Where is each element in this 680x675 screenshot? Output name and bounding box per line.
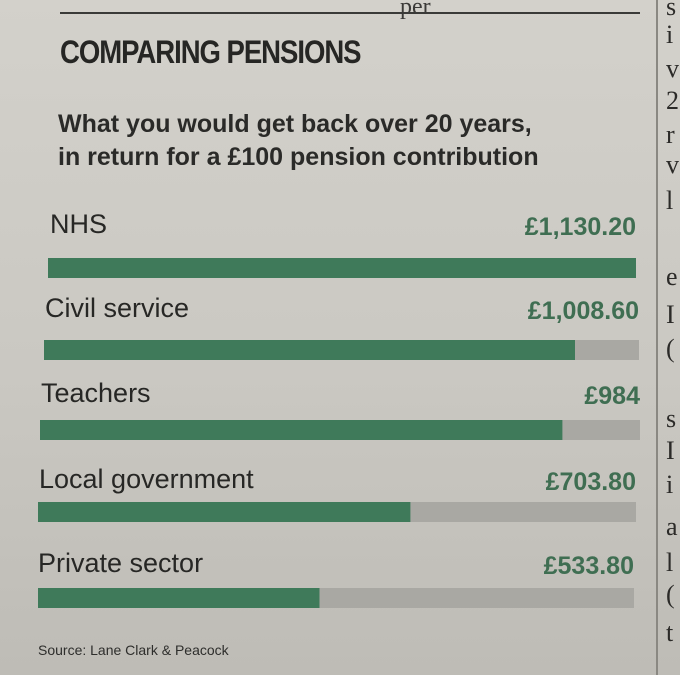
value-label: £984	[584, 382, 640, 410]
adjacent-column-letter: l	[666, 548, 674, 577]
adjacent-column-letter: v	[666, 54, 679, 83]
chart-title: COMPARING PENSIONS	[60, 34, 362, 70]
category-label: Teachers	[41, 378, 151, 408]
category-label: Private sector	[38, 548, 203, 578]
column-rule	[656, 0, 658, 675]
adjacent-column-letter: i	[666, 20, 674, 49]
bar	[40, 420, 563, 440]
adjacent-column-letter: 2	[666, 86, 679, 115]
adjacent-column-letter: l	[666, 186, 674, 215]
bar-chart: NHS £1,130.20 Civil service £1,008.60 Teache…	[38, 209, 640, 608]
adjacent-column-letter: (	[666, 334, 675, 363]
top-rule	[60, 12, 640, 14]
adjacent-column-letter: r	[666, 120, 675, 149]
adjacent-column-letter: e	[666, 262, 678, 291]
adjacent-column-letter: v	[666, 150, 679, 179]
value-label: £703.80	[546, 468, 636, 496]
category-label: Civil service	[45, 293, 189, 323]
chart-source: Source: Lane Clark & Peacock	[38, 642, 229, 658]
adjacent-column-letter: I	[666, 436, 675, 465]
bleed-through-text: per	[400, 0, 431, 20]
value-label: £1,008.60	[528, 297, 639, 325]
category-label: NHS	[50, 209, 107, 239]
adjacent-column-letter: t	[666, 618, 674, 647]
chart-subtitle: What you would get back over 20 years, i…	[58, 108, 648, 174]
adjacent-column-letter: s	[666, 0, 677, 21]
bar	[38, 502, 411, 522]
subtitle-line-1: What you would get back over 20 years,	[58, 110, 532, 138]
subtitle-line-2: in return for a £100 pension contributio…	[58, 143, 539, 171]
category-label: Local government	[39, 464, 254, 494]
bar	[48, 258, 636, 278]
adjacent-column-letter: i	[666, 470, 674, 499]
adjacent-column-letter: s	[666, 404, 677, 433]
bar	[44, 340, 575, 360]
value-label: £533.80	[544, 552, 634, 580]
value-label: £1,130.20	[525, 213, 636, 241]
adjacent-column-letter: a	[666, 512, 678, 541]
adjacent-column-letter: I	[666, 300, 675, 329]
bar	[38, 588, 320, 608]
adjacent-column-letter: (	[666, 580, 675, 609]
